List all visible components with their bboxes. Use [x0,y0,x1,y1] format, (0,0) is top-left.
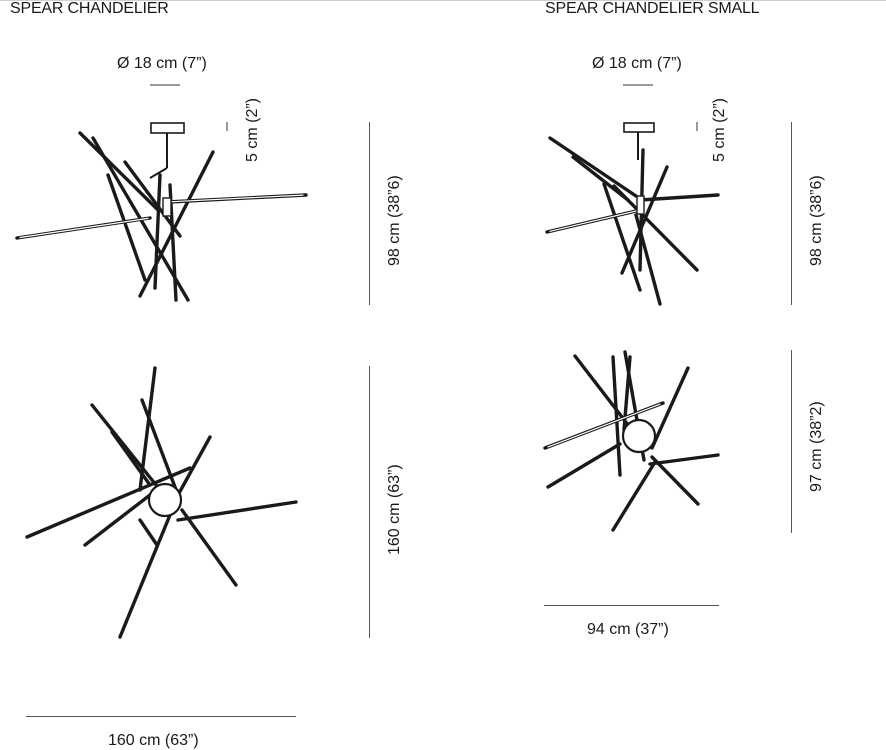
left-plan-rods [25,366,298,639]
right-title: SPEAR CHANDELIER SMALL [545,0,760,17]
left-canopy-height-label: 5 cm (2”) [244,98,261,162]
left-canopy-diameter-label: Ø 18 cm (7”) [117,55,207,72]
right-canopy-diameter-label: Ø 18 cm (7”) [592,55,682,72]
right-plan-depth-label: 97 cm (38”2) [808,401,825,492]
left-side-height-label: 98 cm (38”6) [386,175,403,266]
right-plan-depth-rule [791,350,792,533]
right-plan-rods [543,350,720,532]
left-side-view [15,84,308,302]
right-side-height-label: 98 cm (38”6) [808,175,825,266]
right-plan-view [543,350,720,532]
left-plan-depth-label: 160 cm (63”) [386,464,403,555]
left-plan-width-rule [26,716,296,717]
left-side-height-rule [369,122,370,305]
right-plan-width-label: 94 cm (37”) [587,621,669,638]
left-plan-view [25,366,298,639]
right-side-rods [545,136,720,306]
right-side-height-rule [791,122,792,305]
left-plan-width-label: 160 cm (63”) [108,732,199,749]
left-plan-depth-rule [369,366,370,638]
right-plan-width-rule [544,605,719,606]
right-side-view [545,84,720,306]
top-divider [0,0,886,1]
left-side-rods [15,131,308,302]
right-canopy-height-label: 5 cm (2”) [711,98,728,162]
left-title: SPEAR CHANDELIER [10,0,169,17]
